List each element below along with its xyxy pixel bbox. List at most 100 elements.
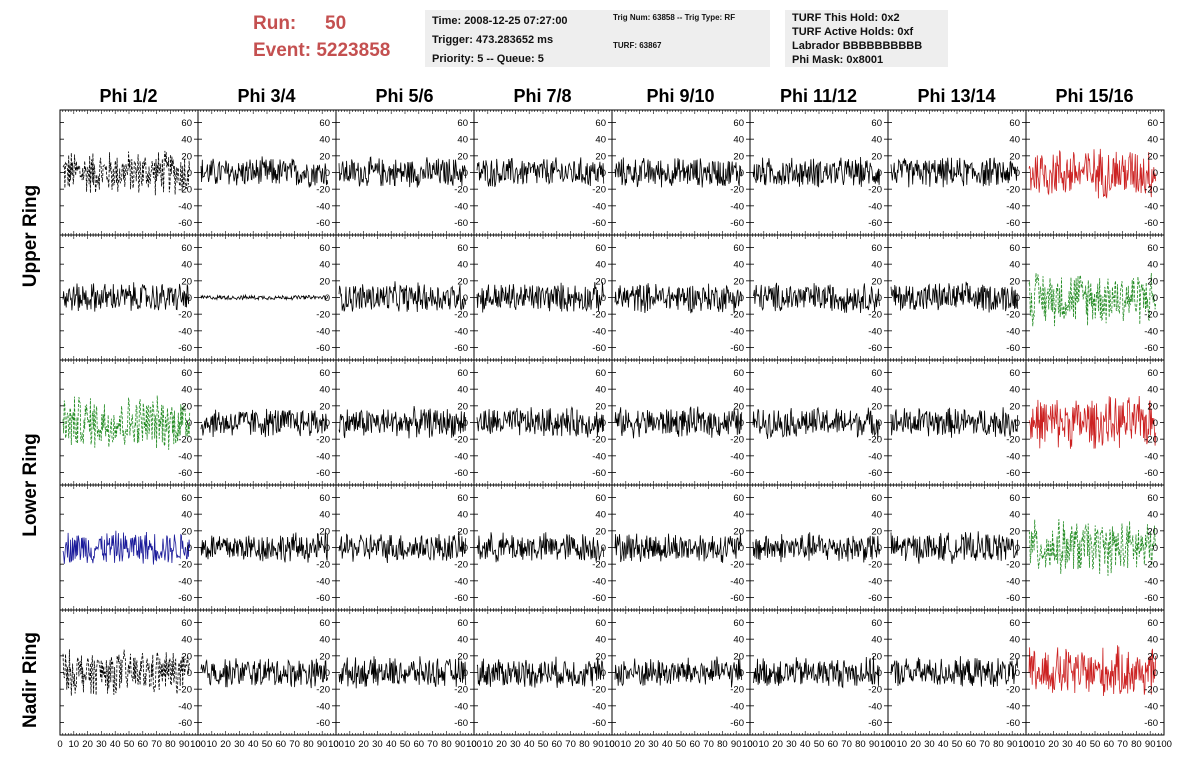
y-tick-label: 0	[739, 668, 744, 679]
y-tick-label: -60	[454, 343, 468, 354]
trigger-info-panel: Trig Num: 63858 -- Trig Type: RF TURF: 6…	[605, 10, 770, 67]
y-tick-label: -20	[1144, 435, 1158, 446]
y-tick-label: 0	[739, 543, 744, 554]
y-tick-label: -20	[592, 685, 606, 696]
waveform-trace	[614, 283, 743, 314]
col-header-phi-7-8: Phi 7/8	[513, 86, 572, 106]
y-tick-label: 0	[877, 543, 882, 554]
y-tick-label: -20	[316, 435, 330, 446]
col-header-phi-15-16: Phi 15/16	[1055, 86, 1134, 106]
y-tick-label: 40	[319, 135, 330, 146]
y-tick-label: 60	[733, 243, 744, 254]
col-header-phi-5-6: Phi 5/6	[375, 86, 434, 106]
y-tick-label: 60	[733, 493, 744, 504]
y-tick-label: 60	[1147, 118, 1158, 129]
y-tick-label: 60	[1147, 493, 1158, 504]
y-tick-label: 60	[181, 243, 192, 254]
y-tick-label: -60	[592, 718, 606, 729]
y-tick-label: 20	[1009, 526, 1020, 537]
y-tick-label: 40	[871, 385, 882, 396]
waveform-trace	[890, 656, 1019, 688]
y-tick-label: -60	[1006, 593, 1020, 604]
y-tick-label: -60	[178, 468, 192, 479]
y-tick-label: 60	[457, 493, 468, 504]
waveform-trace	[1028, 519, 1157, 576]
y-tick-label: -40	[1144, 576, 1158, 587]
y-tick-label: 0	[601, 668, 606, 679]
y-tick-label: 20	[733, 276, 744, 287]
y-tick-label: -20	[730, 310, 744, 321]
y-tick-label: 60	[595, 493, 606, 504]
y-tick-label: 40	[457, 135, 468, 146]
y-tick-label: 40	[1009, 385, 1020, 396]
y-tick-label: 20	[181, 526, 192, 537]
y-tick-label: -40	[592, 576, 606, 587]
y-tick-label: 0	[463, 668, 468, 679]
y-tick-label: 60	[1009, 493, 1020, 504]
waveform-trace	[614, 406, 743, 439]
y-tick-label: 60	[457, 243, 468, 254]
y-tick-label: 40	[1147, 260, 1158, 271]
y-tick-label: -40	[730, 451, 744, 462]
y-tick-label: -40	[592, 451, 606, 462]
y-tick-label: 0	[877, 418, 882, 429]
y-tick-label: 0	[325, 293, 330, 304]
turf-text: TURF: 63867	[613, 41, 662, 50]
y-tick-label: 40	[595, 635, 606, 646]
y-tick-label: 20	[457, 151, 468, 162]
y-tick-label: -60	[316, 718, 330, 729]
y-tick-label: -60	[454, 593, 468, 604]
y-tick-label: -20	[1144, 310, 1158, 321]
y-tick-label: -40	[592, 701, 606, 712]
waveform-trace	[614, 157, 743, 188]
y-tick-label: -40	[178, 451, 192, 462]
y-tick-label: 0	[601, 168, 606, 179]
y-tick-label: 20	[1009, 651, 1020, 662]
labrador-text: Labrador BBBBBBBBBB	[792, 40, 923, 52]
y-tick-label: 0	[187, 168, 192, 179]
col-header-phi-13-14: Phi 13/14	[917, 86, 996, 106]
y-tick-label: 40	[181, 635, 192, 646]
y-tick-label: -40	[730, 576, 744, 587]
y-tick-label: -40	[868, 701, 882, 712]
y-tick-label: 20	[871, 276, 882, 287]
y-tick-label: 0	[739, 168, 744, 179]
y-tick-label: 20	[871, 401, 882, 412]
y-tick-label: -40	[1006, 451, 1020, 462]
y-tick-label: -20	[178, 185, 192, 196]
y-tick-label: 40	[319, 260, 330, 271]
panel-frame	[749, 359, 889, 486]
y-tick-label: 20	[457, 651, 468, 662]
y-tick-label: -60	[1006, 218, 1020, 229]
y-tick-label: 0	[1015, 418, 1020, 429]
y-tick-label: -40	[178, 201, 192, 212]
y-tick-label: -40	[868, 576, 882, 587]
y-tick-label: 0	[877, 168, 882, 179]
y-tick-label: 40	[595, 510, 606, 521]
waveform-trace	[752, 282, 881, 314]
y-tick-label: -40	[1144, 451, 1158, 462]
y-tick-label: 20	[319, 276, 330, 287]
waveform-trace	[752, 406, 881, 439]
y-tick-label: 40	[181, 385, 192, 396]
panel-frame	[611, 484, 751, 611]
y-tick-label: 40	[733, 510, 744, 521]
col-header-phi-1-2: Phi 1/2	[99, 86, 158, 106]
y-tick-label: 20	[871, 526, 882, 537]
y-tick-label: 0	[739, 418, 744, 429]
y-tick-label: -40	[316, 451, 330, 462]
y-tick-label: 20	[1009, 151, 1020, 162]
waveform-trace	[200, 532, 329, 563]
y-tick-label: 0	[1153, 168, 1158, 179]
y-tick-label: -20	[868, 435, 882, 446]
y-tick-label: -40	[730, 701, 744, 712]
y-tick-label: -40	[1144, 201, 1158, 212]
col-header-phi-9-10: Phi 9/10	[646, 86, 715, 106]
y-tick-label: 40	[733, 385, 744, 396]
y-tick-label: 0	[1153, 418, 1158, 429]
y-tick-label: 0	[1015, 668, 1020, 679]
y-tick-label: -20	[592, 560, 606, 571]
y-tick-label: 20	[181, 651, 192, 662]
y-tick-label: -20	[1006, 435, 1020, 446]
y-tick-label: -60	[1144, 718, 1158, 729]
